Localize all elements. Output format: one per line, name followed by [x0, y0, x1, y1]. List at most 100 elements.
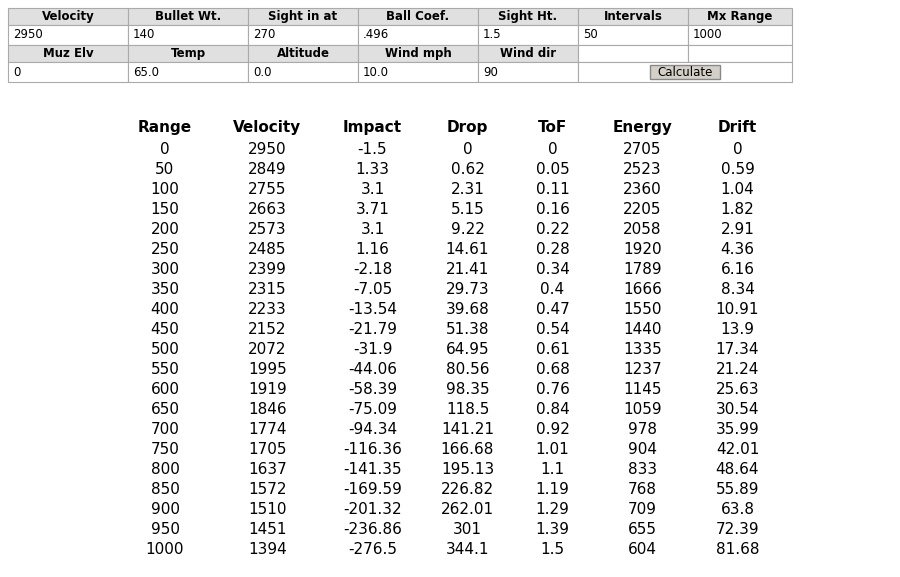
Text: Calculate: Calculate	[657, 66, 713, 78]
Text: 709: 709	[628, 503, 657, 518]
Text: .496: .496	[363, 28, 389, 42]
Text: Drop: Drop	[446, 120, 488, 135]
Text: 0.34: 0.34	[536, 263, 570, 278]
Bar	[578, 25, 688, 45]
Text: 63.8: 63.8	[721, 503, 754, 518]
Text: 3.1: 3.1	[360, 223, 384, 238]
Text: 3.71: 3.71	[356, 203, 390, 218]
Text: ToF: ToF	[538, 120, 567, 135]
Text: 655: 655	[628, 523, 657, 538]
Text: 100: 100	[150, 182, 179, 197]
Text: 1451: 1451	[248, 523, 287, 538]
Text: Muz Elv: Muz Elv	[42, 47, 94, 60]
Text: 65.0: 65.0	[133, 66, 159, 78]
Text: 90: 90	[483, 66, 498, 78]
Bar	[248, 25, 358, 45]
Text: 2663: 2663	[248, 203, 287, 218]
Text: 13.9: 13.9	[721, 323, 754, 338]
Bar	[248, 45, 358, 62]
Text: 0.4: 0.4	[540, 283, 564, 298]
Text: 1.1: 1.1	[540, 463, 564, 478]
Bar	[358, 25, 478, 45]
Text: 81.68: 81.68	[716, 542, 760, 557]
Text: 2950: 2950	[13, 28, 43, 42]
Text: Mx Range: Mx Range	[707, 10, 773, 23]
Text: -2.18: -2.18	[353, 263, 392, 278]
Bar	[578, 62, 792, 82]
Bar	[128, 25, 248, 45]
Text: 950: 950	[150, 523, 179, 538]
Text: 0: 0	[463, 143, 473, 158]
Text: 0.54: 0.54	[536, 323, 570, 338]
Text: 51.38: 51.38	[446, 323, 490, 338]
Text: 64.95: 64.95	[446, 343, 490, 358]
Text: Drift: Drift	[718, 120, 757, 135]
Text: -116.36: -116.36	[343, 443, 402, 458]
Text: 262.01: 262.01	[441, 503, 494, 518]
Text: -1.5: -1.5	[357, 143, 387, 158]
Text: 10.91: 10.91	[716, 302, 760, 317]
Text: 3.1: 3.1	[360, 182, 384, 197]
Text: 1.16: 1.16	[356, 242, 390, 257]
Text: 21.24: 21.24	[716, 362, 760, 377]
Bar	[478, 45, 578, 62]
Text: 0.0: 0.0	[253, 66, 272, 78]
Text: -75.09: -75.09	[348, 403, 397, 418]
Text: 0.16: 0.16	[536, 203, 570, 218]
Text: Intervals: Intervals	[604, 10, 662, 23]
Text: 4.36: 4.36	[721, 242, 754, 257]
Bar	[248, 62, 358, 82]
Text: -201.32: -201.32	[343, 503, 401, 518]
Text: 72.39: 72.39	[716, 523, 760, 538]
Bar	[128, 62, 248, 82]
Text: -94.34: -94.34	[348, 422, 397, 437]
Text: Energy: Energy	[613, 120, 672, 135]
Text: 0: 0	[548, 143, 557, 158]
Text: 8.34: 8.34	[721, 283, 754, 298]
Text: 300: 300	[150, 263, 179, 278]
Text: 2072: 2072	[248, 343, 287, 358]
Text: 0.22: 0.22	[536, 223, 570, 238]
Bar	[478, 8, 578, 25]
Text: 50: 50	[156, 163, 175, 178]
Text: 0.76: 0.76	[536, 383, 570, 398]
Text: 344.1: 344.1	[446, 542, 490, 557]
Text: 1000: 1000	[146, 542, 184, 557]
Text: 650: 650	[150, 403, 179, 418]
Text: Sight in at: Sight in at	[268, 10, 338, 23]
Text: 6.16: 6.16	[721, 263, 754, 278]
Text: 80.56: 80.56	[446, 362, 490, 377]
Text: 900: 900	[150, 503, 179, 518]
Text: 0: 0	[13, 66, 21, 78]
Text: 200: 200	[150, 223, 179, 238]
Text: 14.61: 14.61	[446, 242, 490, 257]
Text: 1789: 1789	[623, 263, 662, 278]
Text: 1846: 1846	[248, 403, 287, 418]
Bar	[358, 8, 478, 25]
Text: 39.68: 39.68	[446, 302, 490, 317]
Bar	[578, 8, 688, 25]
Text: 0.84: 0.84	[536, 403, 570, 418]
Text: 1335: 1335	[623, 343, 662, 358]
Text: 1394: 1394	[248, 542, 287, 557]
Text: 0: 0	[733, 143, 742, 158]
Text: 226.82: 226.82	[441, 482, 494, 497]
Text: 118.5: 118.5	[446, 403, 490, 418]
Text: 0.61: 0.61	[536, 343, 570, 358]
Text: 1920: 1920	[623, 242, 662, 257]
Text: 1995: 1995	[248, 362, 287, 377]
Text: Wind dir: Wind dir	[500, 47, 556, 60]
Text: -236.86: -236.86	[343, 523, 402, 538]
Text: 48.64: 48.64	[716, 463, 760, 478]
Text: Velocity: Velocity	[41, 10, 94, 23]
Text: 0: 0	[160, 143, 170, 158]
Text: 9.22: 9.22	[451, 223, 484, 238]
Bar	[8, 25, 128, 45]
Text: 195.13: 195.13	[441, 463, 494, 478]
Text: 1919: 1919	[248, 383, 287, 398]
Text: 2058: 2058	[623, 223, 662, 238]
Text: 1.5: 1.5	[483, 28, 501, 42]
Text: 1.5: 1.5	[540, 542, 564, 557]
Bar	[8, 45, 128, 62]
Text: 2755: 2755	[248, 182, 287, 197]
